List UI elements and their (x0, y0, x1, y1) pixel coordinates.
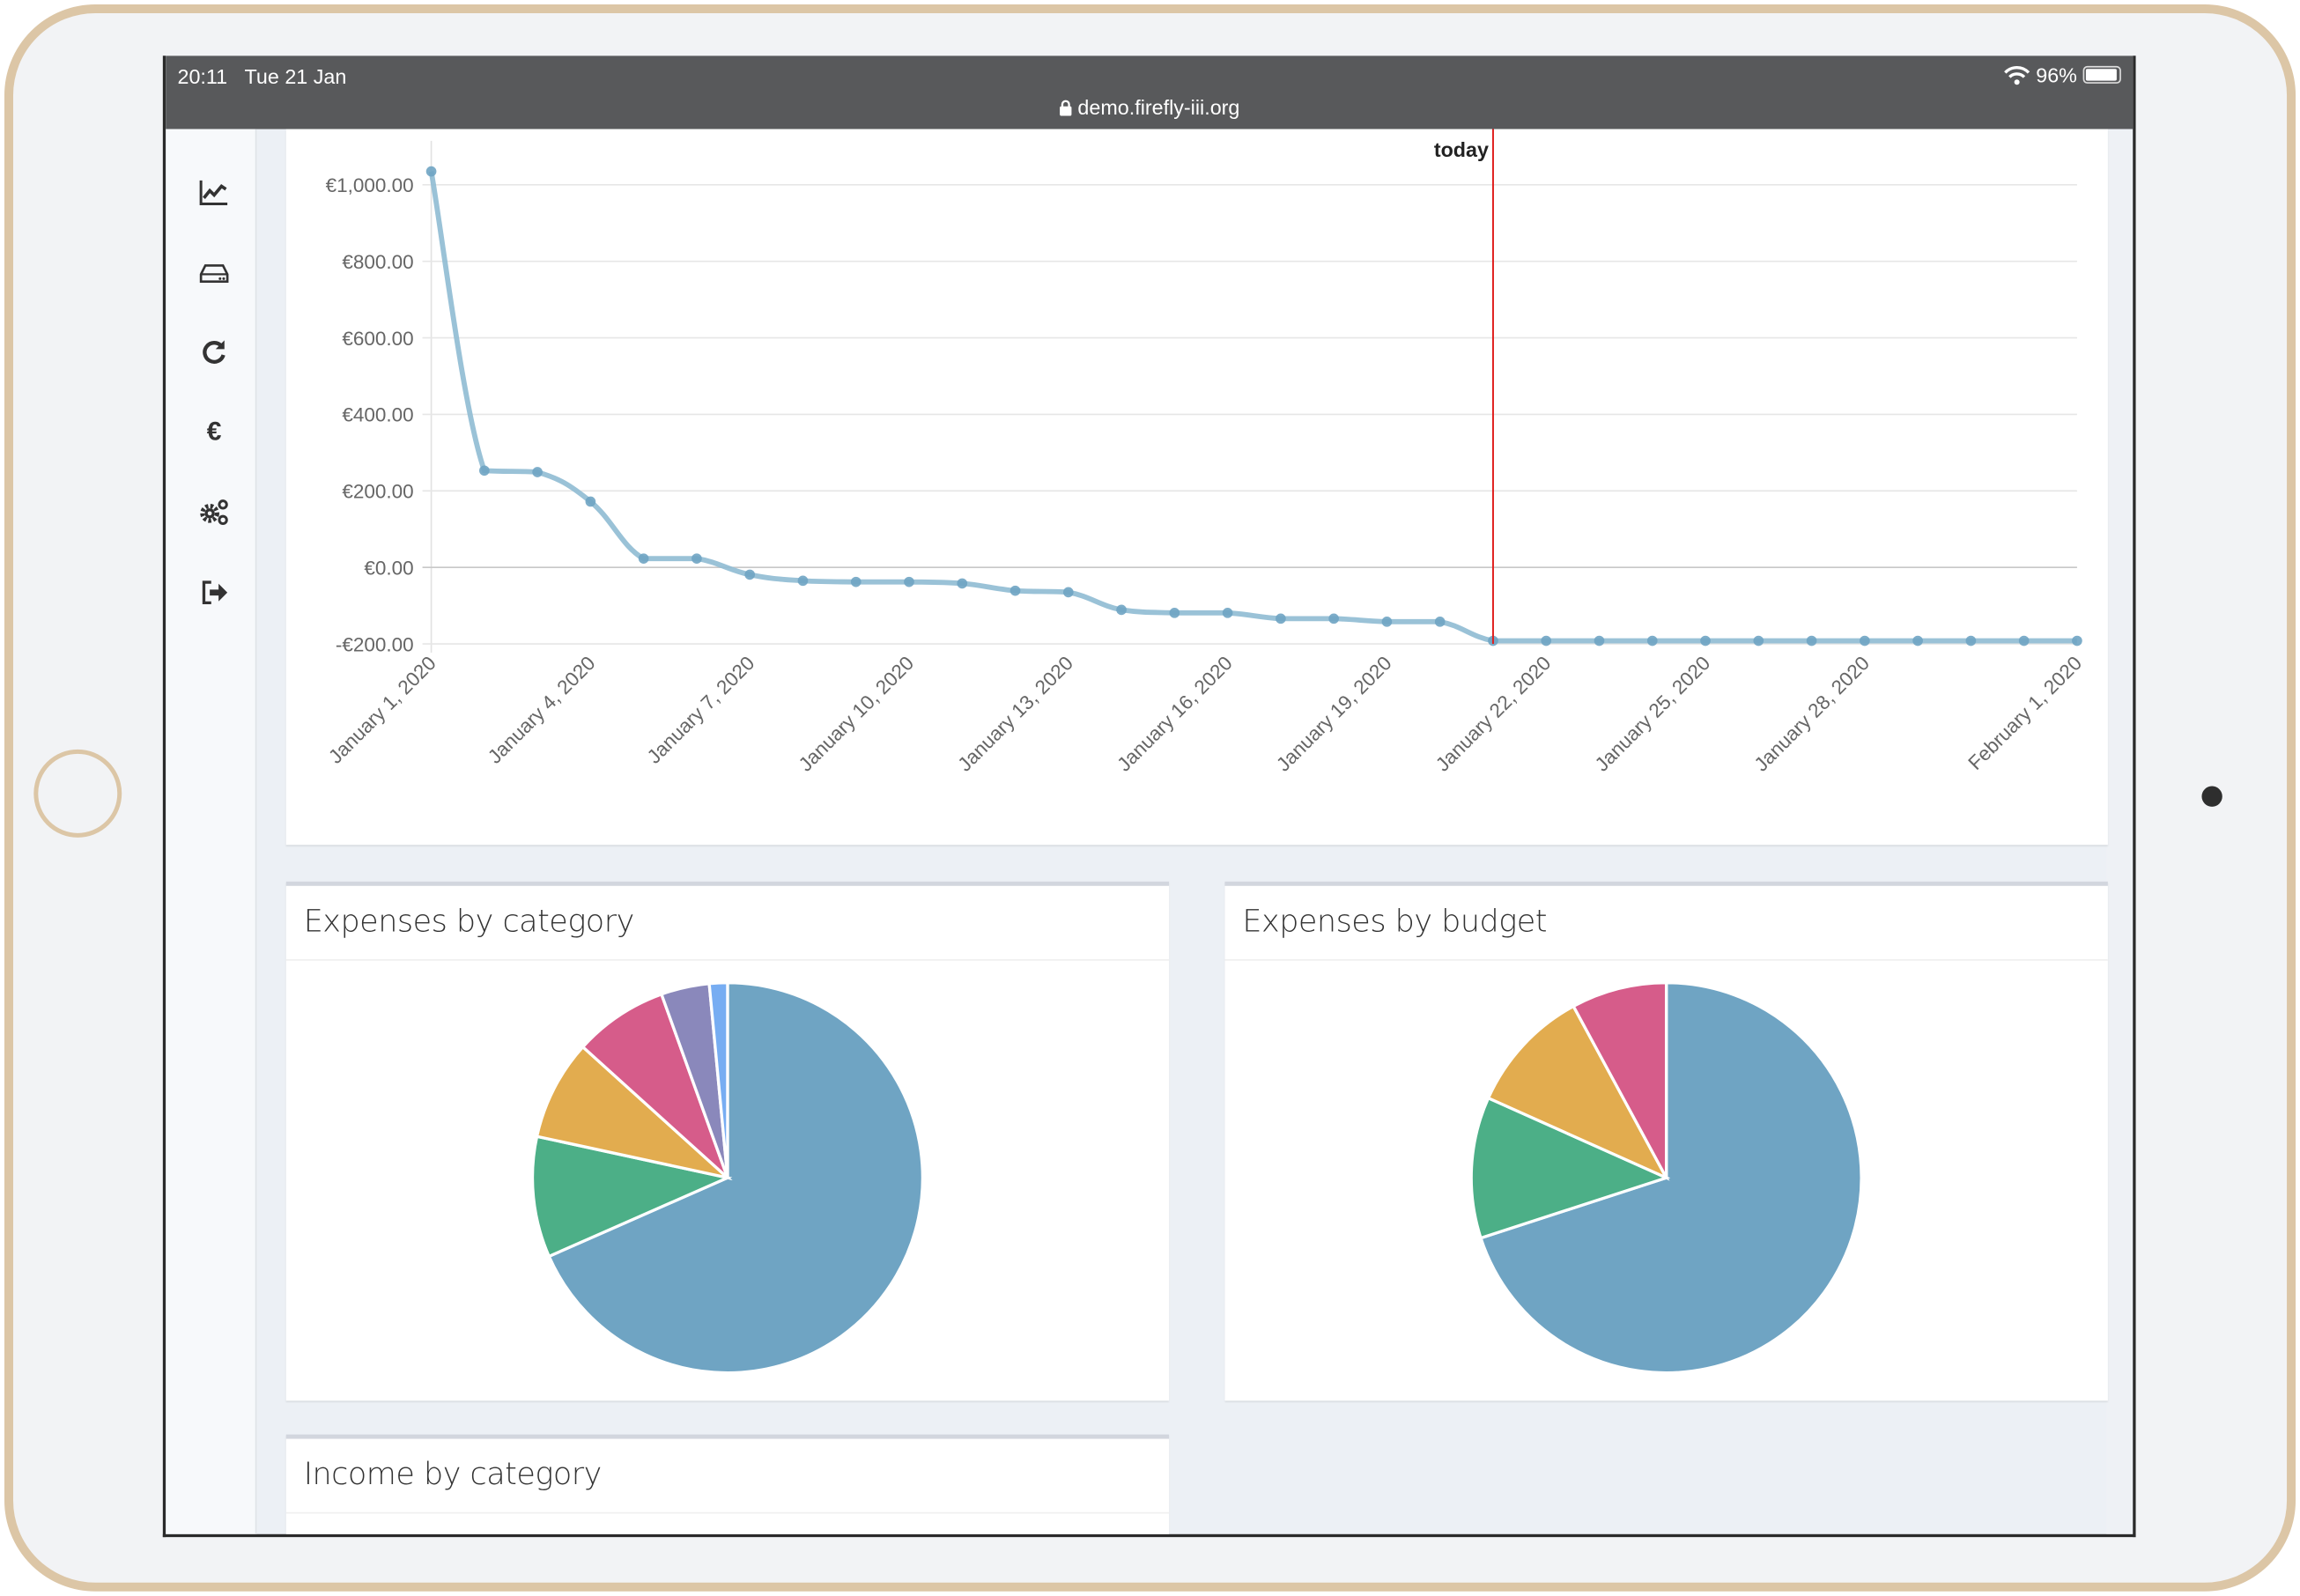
data-point (2018, 635, 2030, 647)
data-point (1700, 635, 1711, 647)
camera (2201, 786, 2222, 807)
income-by-category-box: Income by category (285, 1434, 1170, 1534)
data-point (1912, 635, 1923, 647)
cogs-icon[interactable] (198, 496, 231, 528)
x-tick-label: January 25, 2020 (1591, 652, 1714, 775)
data-point (425, 166, 437, 177)
expenses-by-category-box: Expenses by category (285, 881, 1170, 1401)
y-tick-label: €800.00 (342, 251, 413, 273)
y-tick-label: -€200.00 (336, 633, 414, 655)
data-point (585, 496, 596, 507)
data-point (744, 569, 756, 580)
data-point (1328, 613, 1339, 624)
x-tick-label: January 4, 2020 (484, 652, 600, 768)
sidebar: € (166, 129, 257, 1534)
screen: 20:11 Tue 21 Jan demo.firefly-iii.org 96… (162, 55, 2136, 1538)
pie-slice (1571, 981, 1668, 1179)
data-point (850, 576, 862, 587)
expenses-by-budget-box: Expenses by budget (1224, 881, 2108, 1401)
data-point (797, 575, 809, 587)
data-point (1381, 617, 1393, 627)
data-point (638, 553, 649, 564)
data-point (2072, 635, 2082, 647)
x-tick-label: January 7, 2020 (643, 652, 759, 768)
refresh-icon[interactable] (198, 336, 231, 368)
y-tick-label: €400.00 (342, 404, 413, 426)
lock-icon (1059, 100, 1072, 116)
status-bar: 20:11 Tue 21 Jan demo.firefly-iii.org 96… (166, 55, 2134, 129)
pie-slice (547, 981, 925, 1375)
line-chart-icon[interactable] (198, 176, 231, 209)
pie-slice (707, 981, 729, 1179)
data-point (957, 578, 968, 589)
scrollbar[interactable] (2106, 129, 2134, 1534)
pie-slice (535, 1045, 733, 1181)
status-time: 20:11 Tue 21 Jan (177, 64, 346, 88)
pie-slice (581, 992, 729, 1179)
expenses-by-category-pie (530, 981, 925, 1375)
battery-icon (2082, 65, 2121, 84)
hdd-icon[interactable] (198, 256, 231, 289)
box-title: Income by category (285, 1439, 1170, 1514)
x-tick-label: January 16, 2020 (1113, 652, 1236, 775)
pie-slice (1478, 981, 1863, 1375)
data-point (479, 465, 490, 477)
data-point (1062, 587, 1074, 598)
address-bar[interactable]: demo.firefly-iii.org (166, 95, 2133, 119)
expenses-by-budget-pie (1469, 981, 1863, 1375)
data-point (1169, 608, 1180, 618)
data-point (1594, 635, 1605, 647)
y-tick-label: €600.00 (342, 328, 413, 350)
data-point (1222, 608, 1233, 618)
data-point (1860, 635, 1870, 647)
date: Tue 21 Jan (244, 64, 347, 88)
data-point (1116, 604, 1127, 616)
today-label: today (1434, 138, 1489, 161)
sign-out-icon[interactable] (198, 576, 231, 609)
euro-icon[interactable]: € (198, 415, 231, 447)
x-tick-label: January 28, 2020 (1750, 652, 1874, 775)
box-title: Expenses by budget (1224, 886, 2108, 961)
home-button[interactable] (33, 749, 122, 838)
y-tick-label: €0.00 (364, 557, 413, 579)
pie-slice (1486, 1004, 1670, 1181)
data-point (904, 576, 914, 587)
wifi-icon (2004, 65, 2030, 85)
pie-slice (530, 1134, 733, 1259)
balance-chart-box: -€200.00 €0.00 €200.00 €400.00 €600.00 €800.0… (285, 129, 2108, 846)
svg-text:€: € (207, 417, 222, 447)
x-tick-label: January 1, 2020 (324, 652, 440, 768)
box-title: Expenses by category (285, 886, 1170, 961)
series-line (428, 171, 2077, 644)
x-tick-label: February 1, 2020 (1964, 652, 2086, 774)
y-tick-label: €1,000.00 (326, 174, 414, 196)
data-point (1753, 635, 1764, 647)
clock: 20:11 (177, 64, 228, 88)
x-tick-label: January 13, 2020 (954, 652, 1077, 775)
data-point (1965, 635, 1977, 647)
battery-percent: 96% (2036, 63, 2077, 87)
data-point (1646, 635, 1658, 647)
data-point (1541, 635, 1552, 647)
y-tick-label: €200.00 (342, 481, 413, 503)
x-tick-label: January 19, 2020 (1272, 652, 1395, 775)
data-point (691, 553, 702, 564)
x-tick-label: January 10, 2020 (795, 652, 918, 775)
data-point (532, 467, 543, 477)
data-point (1434, 617, 1446, 627)
x-tick-label: January 22, 2020 (1431, 652, 1555, 775)
url-text: demo.firefly-iii.org (1077, 95, 1240, 119)
data-point (1806, 635, 1817, 647)
data-point (1009, 585, 1021, 596)
balance-line-chart: -€200.00 €0.00 €200.00 €400.00 €600.00 €800.0… (324, 129, 2086, 776)
data-point (1276, 613, 1286, 624)
pie-slice (1469, 1096, 1671, 1240)
